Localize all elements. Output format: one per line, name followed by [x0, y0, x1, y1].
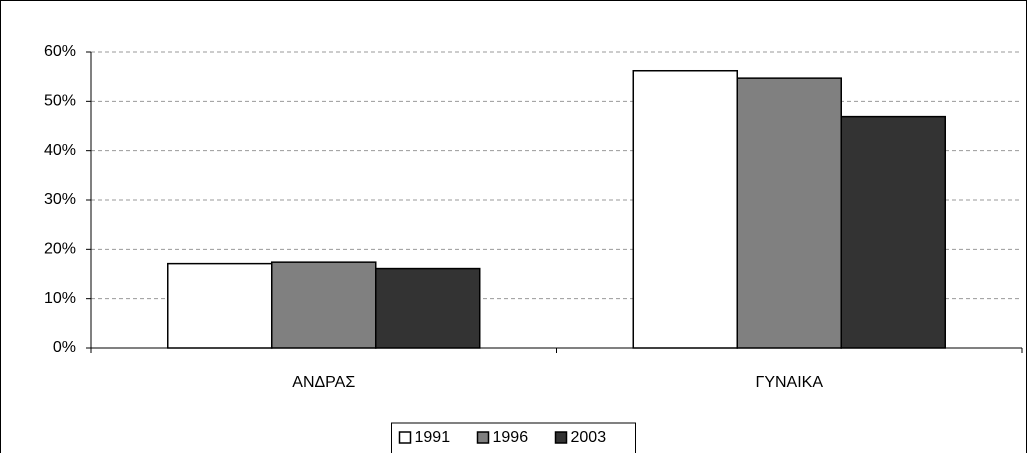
- legend-swatch: [398, 431, 412, 444]
- y-tick-label: 40%: [44, 142, 76, 159]
- bar: [632, 69, 739, 349]
- legend-label: 2003: [571, 429, 607, 446]
- x-tick-label: ΑΝΔΡΑΣ: [292, 374, 355, 391]
- y-tick-label: 60%: [44, 43, 76, 60]
- bar: [271, 261, 377, 349]
- legend-label: 1991: [415, 429, 451, 446]
- y-tick-label: 0%: [53, 339, 76, 356]
- y-tick-label: 10%: [44, 290, 76, 307]
- bar: [736, 77, 842, 349]
- y-tick-label: 20%: [44, 241, 76, 258]
- y-tick-label: 30%: [44, 191, 76, 208]
- legend-box: [391, 422, 636, 453]
- legend-swatch: [554, 431, 568, 444]
- bar: [840, 115, 946, 349]
- x-tick-label: ΓΥΝΑΙΚΑ: [756, 374, 824, 391]
- legend-swatch: [476, 431, 490, 444]
- bar: [374, 267, 481, 349]
- bar: [167, 262, 273, 349]
- legend-label: 1996: [493, 429, 529, 446]
- y-tick-label: 50%: [44, 93, 76, 110]
